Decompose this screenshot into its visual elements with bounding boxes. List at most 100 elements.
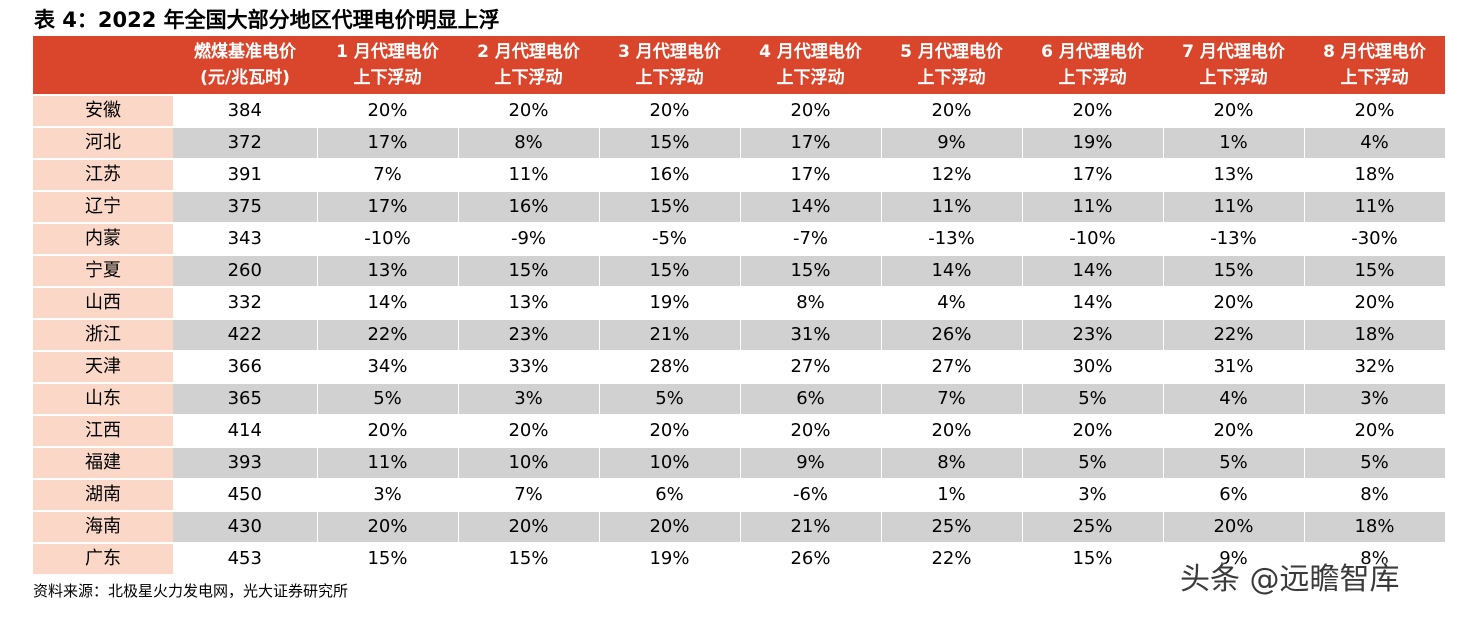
month-change-cell: 22% (317, 319, 459, 352)
table-row: 辽宁 375 17% 16% 15% 14% 11% 11% 11% 11% (33, 191, 1446, 224)
month-change-cell: 14% (881, 255, 1023, 288)
month-change-cell: 20% (1163, 415, 1305, 448)
month-change-cell: 17% (317, 191, 459, 224)
base-price-cell: 453 (173, 543, 318, 576)
month-change-cell: 20% (1304, 94, 1446, 128)
month-change-cell: 11% (881, 191, 1023, 224)
base-price-cell: 391 (173, 159, 318, 192)
table-row: 福建 393 11% 10% 10% 9% 8% 5% 5% 5% (33, 447, 1446, 480)
month-change-cell: 14% (740, 191, 882, 224)
base-price-cell: 372 (173, 127, 318, 160)
header-line1: 4 月代理电价 (759, 42, 862, 62)
month-change-cell: 26% (740, 543, 882, 576)
month-change-cell: 20% (1163, 511, 1305, 544)
base-price-cell: 414 (173, 415, 318, 448)
month-change-cell: 7% (317, 159, 459, 192)
month-change-cell: 15% (1163, 255, 1305, 288)
month-change-cell: 19% (599, 287, 741, 320)
table-row: 湖南 450 3% 7% 6% -6% 1% 3% 6% 8% (33, 479, 1446, 512)
month-change-cell: 11% (1163, 191, 1305, 224)
header-col-1: 1 月代理电价 上下浮动 (317, 36, 458, 95)
base-price-cell: 430 (173, 511, 318, 544)
header-col-2: 2 月代理电价 上下浮动 (458, 36, 599, 95)
month-change-cell: 33% (458, 351, 600, 384)
table-row: 山西 332 14% 13% 19% 8% 4% 14% 20% 20% (33, 287, 1446, 320)
month-change-cell: -6% (740, 479, 882, 512)
month-change-cell: 26% (881, 319, 1023, 352)
header-line2: 上下浮动 (1058, 68, 1127, 88)
month-change-cell: 31% (1163, 351, 1305, 384)
watermark: 头条 @远瞻智库 (1180, 562, 1400, 597)
table-row: 浙江 422 22% 23% 21% 31% 26% 23% 22% 18% (33, 319, 1446, 352)
month-change-cell: 28% (599, 351, 741, 384)
header-col-6: 6 月代理电价 上下浮动 (1022, 36, 1163, 95)
header-line1: 3 月代理电价 (618, 42, 721, 62)
month-change-cell: 4% (1163, 383, 1305, 416)
month-change-cell: 23% (1022, 319, 1164, 352)
month-change-cell: 17% (1022, 159, 1164, 192)
header-line1: 5 月代理电价 (900, 42, 1003, 62)
month-change-cell: 20% (1163, 94, 1305, 128)
base-price-cell: 260 (173, 255, 318, 288)
month-change-cell: 8% (458, 127, 600, 160)
month-change-cell: 6% (599, 479, 741, 512)
month-change-cell: 20% (599, 94, 741, 128)
month-change-cell: 3% (458, 383, 600, 416)
base-price-cell: 450 (173, 479, 318, 512)
month-change-cell: 4% (1304, 127, 1446, 160)
month-change-cell: 20% (1022, 94, 1164, 128)
month-change-cell: 4% (881, 287, 1023, 320)
month-change-cell: 20% (881, 415, 1023, 448)
month-change-cell: 22% (1163, 319, 1305, 352)
month-change-cell: 16% (458, 191, 600, 224)
month-change-cell: 15% (317, 543, 459, 576)
header-line1: 6 月代理电价 (1041, 42, 1144, 62)
month-change-cell: 18% (1304, 159, 1446, 192)
table-row: 内蒙 343 -10% -9% -5% -7% -13% -10% -13% -30% (33, 223, 1446, 256)
header-col-0: 燃煤基准电价 (元/兆瓦时) (173, 36, 317, 95)
month-change-cell: 8% (1304, 543, 1446, 576)
month-change-cell: -13% (1163, 223, 1305, 256)
month-change-cell: 20% (1022, 415, 1164, 448)
base-price-cell: 365 (173, 383, 318, 416)
month-change-cell: 27% (740, 351, 882, 384)
month-change-cell: -5% (599, 223, 741, 256)
month-change-cell: 20% (740, 94, 882, 128)
month-change-cell: 5% (1022, 447, 1164, 480)
month-change-cell: 27% (881, 351, 1023, 384)
month-change-cell: 20% (458, 415, 600, 448)
table-row: 江西 414 20% 20% 20% 20% 20% 20% 20% 20% (33, 415, 1446, 448)
header-col-3: 3 月代理电价 上下浮动 (599, 36, 740, 95)
month-change-cell: 20% (599, 511, 741, 544)
header-col-8: 8 月代理电价 上下浮动 (1304, 36, 1445, 95)
month-change-cell: 8% (1304, 479, 1446, 512)
month-change-cell: 34% (317, 351, 459, 384)
price-table: 燃煤基准电价 (元/兆瓦时) 1 月代理电价 上下浮动 2 月代理电价 上下浮动 3 月代理… (33, 36, 1446, 576)
header-line2: 上下浮动 (494, 68, 563, 88)
month-change-cell: 14% (1022, 255, 1164, 288)
table-row: 宁夏 260 13% 15% 15% 15% 14% 14% 15% 15% (33, 255, 1446, 288)
table-row: 山东 365 5% 3% 5% 6% 7% 5% 4% 3% (33, 383, 1446, 416)
province-cell: 湖南 (33, 479, 173, 512)
month-change-cell: 20% (458, 94, 600, 128)
month-change-cell: 19% (1022, 127, 1164, 160)
month-change-cell: 7% (881, 383, 1023, 416)
table-row: 江苏 391 7% 11% 16% 17% 12% 17% 13% 18% (33, 159, 1446, 192)
month-change-cell: -10% (317, 223, 459, 256)
month-change-cell: 9% (1163, 543, 1305, 576)
header-line2: 上下浮动 (917, 68, 986, 88)
month-change-cell: 9% (881, 127, 1023, 160)
table-row: 天津 366 34% 33% 28% 27% 27% 30% 31% 32% (33, 351, 1446, 384)
month-change-cell: 15% (599, 255, 741, 288)
month-change-cell: 30% (1022, 351, 1164, 384)
month-change-cell: 18% (1304, 511, 1446, 544)
base-price-cell: 422 (173, 319, 318, 352)
base-price-cell: 366 (173, 351, 318, 384)
month-change-cell: 8% (881, 447, 1023, 480)
province-cell: 河北 (33, 127, 173, 160)
table-row: 安徽 384 20% 20% 20% 20% 20% 20% 20% 20% (33, 94, 1446, 128)
month-change-cell: 5% (1022, 383, 1164, 416)
province-cell: 江苏 (33, 159, 173, 192)
month-change-cell: 11% (458, 159, 600, 192)
month-change-cell: 21% (599, 319, 741, 352)
